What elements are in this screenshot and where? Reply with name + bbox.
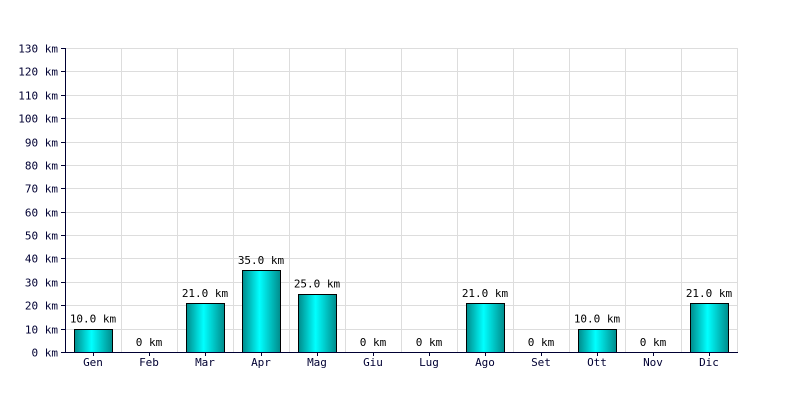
- data-label-mag: 25.0 km: [294, 278, 341, 291]
- y-tick-label: 40 km: [25, 253, 58, 266]
- data-label-nov: 0 km: [640, 336, 667, 349]
- data-label-mar: 21.0 km: [182, 287, 229, 300]
- labels: 0 km 10 km 20 km 30 km 40 km 50 km 60 km 70 km 8…: [18, 43, 732, 370]
- x-tick-label-nov: Nov: [643, 356, 663, 369]
- y-tick-label: 80 km: [25, 160, 58, 173]
- y-tick-label: 110 km: [18, 90, 58, 103]
- data-label-set: 0 km: [528, 336, 555, 349]
- data-label-apr: 35.0 km: [238, 254, 285, 267]
- bar-gen: [74, 329, 113, 353]
- y-tick-label: 50 km: [25, 230, 58, 243]
- bar-apr: [242, 270, 281, 353]
- y-tick-label: 60 km: [25, 207, 58, 220]
- y-tick-label: 130 km: [18, 43, 58, 56]
- x-tick-label-lug: Lug: [419, 356, 439, 369]
- data-label-feb: 0 km: [136, 336, 163, 349]
- x-tick-label-ago: Ago: [475, 356, 495, 369]
- bar-dic: [690, 303, 729, 353]
- data-label-giu: 0 km: [360, 336, 387, 349]
- x-tick-label-feb: Feb: [139, 356, 159, 369]
- bar-ott: [578, 329, 617, 353]
- data-label-dic: 21.0 km: [686, 287, 733, 300]
- x-tick-label-mag: Mag: [307, 356, 327, 369]
- y-tick-label: 100 km: [18, 113, 58, 126]
- y-tick-label: 0 km: [32, 347, 59, 360]
- y-tick-label: 70 km: [25, 183, 58, 196]
- bar-mag: [298, 294, 337, 353]
- data-label-lug: 0 km: [416, 336, 443, 349]
- y-tick-label: 20 km: [25, 300, 58, 313]
- axes: [61, 48, 738, 356]
- y-tick-label: 90 km: [25, 137, 58, 150]
- x-tick-label-ott: Ott: [587, 356, 607, 369]
- data-label-gen: 10.0 km: [70, 313, 117, 326]
- y-tick-label: 10 km: [25, 324, 58, 337]
- bar-mar: [186, 303, 225, 353]
- x-tick-label-giu: Giu: [363, 356, 383, 369]
- x-tick-label-apr: Apr: [251, 356, 271, 369]
- y-tick-label: 30 km: [25, 277, 58, 290]
- data-label-ago: 21.0 km: [462, 287, 509, 300]
- grid: [65, 48, 738, 352]
- data-label-ott: 10.0 km: [574, 313, 621, 326]
- x-tick-label-mar: Mar: [195, 356, 215, 369]
- x-tick-label-gen: Gen: [83, 356, 103, 369]
- x-tick-label-dic: Dic: [699, 356, 719, 369]
- x-tick-label-set: Set: [531, 356, 551, 369]
- y-tick-label: 120 km: [18, 66, 58, 79]
- bars: [74, 270, 729, 353]
- bar-ago: [466, 303, 505, 353]
